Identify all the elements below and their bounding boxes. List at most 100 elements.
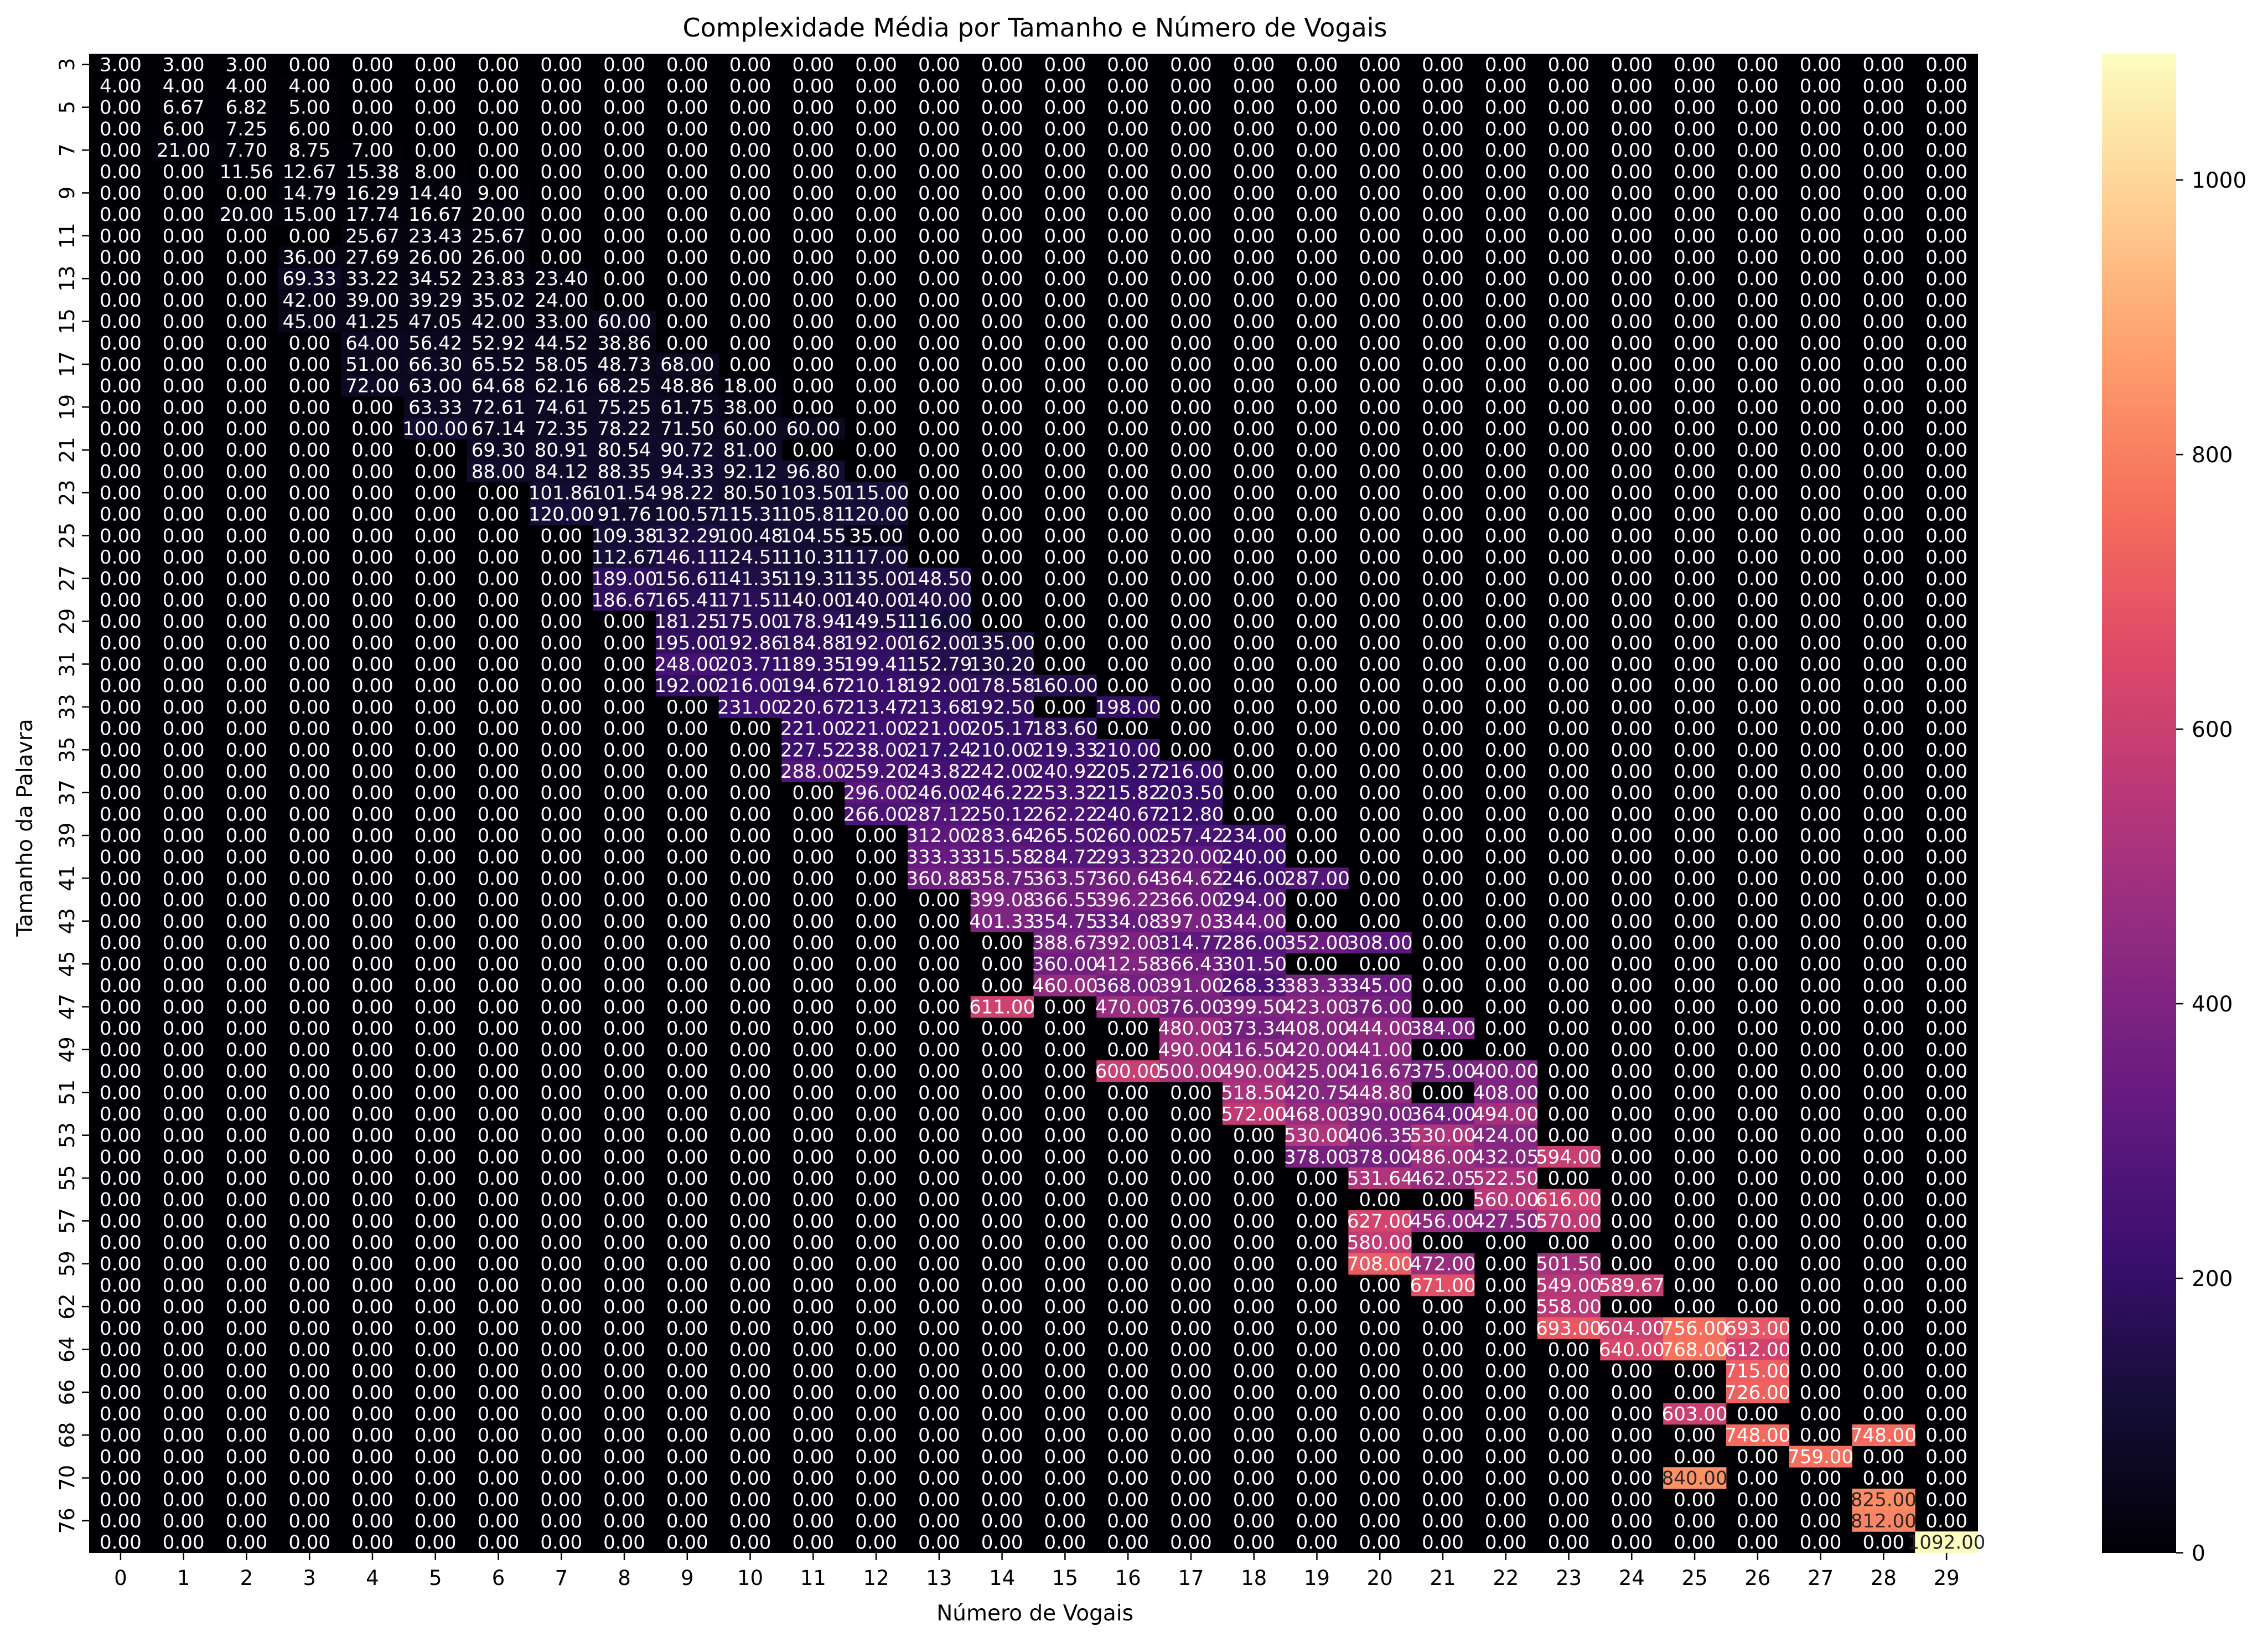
cell-value-label: 0.00	[1044, 504, 1086, 526]
cell-value-label: 0.00	[288, 1339, 330, 1361]
cell-value-label: 0.00	[1296, 1424, 1338, 1447]
cell-value-label: 0.00	[478, 1210, 520, 1232]
cell-value-label: 0.00	[603, 1210, 645, 1232]
cell-value-label: 283.64	[969, 825, 1035, 847]
cell-value-label: 0.00	[1422, 418, 1464, 440]
cell-value-label: 0.00	[163, 204, 205, 226]
heatmap-cell	[467, 225, 530, 247]
cell-value-label: 0.00	[855, 1082, 897, 1104]
cell-value-label: 0.00	[855, 825, 897, 847]
cell-value-label: 0.00	[1359, 1424, 1401, 1447]
cell-value-label: 0.00	[288, 1061, 330, 1083]
cell-value-label: 0.00	[729, 1253, 771, 1276]
heatmap-cell	[215, 96, 278, 118]
cell-value-label: 0.00	[1862, 97, 1904, 119]
cell-value-label: 0.00	[415, 1403, 457, 1426]
cell-value-label: 231.00	[717, 696, 783, 719]
y-tick-label: 31	[55, 651, 79, 677]
cell-value-label: 0.00	[1925, 1296, 1967, 1318]
cell-value-label: 0.00	[918, 1125, 960, 1147]
cell-value-label: 0.00	[666, 911, 708, 933]
cell-value-label: 0.00	[415, 1253, 457, 1276]
cell-value-label: 0.00	[603, 975, 645, 997]
cell-value-label: 0.00	[1800, 868, 1842, 890]
cell-value-label: 603.00	[1662, 1403, 1728, 1426]
cell-value-label: 0.00	[288, 1403, 330, 1426]
cell-value-label: 0.00	[1862, 825, 1904, 847]
cell-value-label: 115.00	[843, 482, 909, 504]
cell-value-label: 0.00	[918, 1403, 960, 1426]
cell-value-label: 0.00	[792, 1274, 834, 1297]
cell-value-label: 0.00	[1296, 825, 1338, 847]
cell-value-label: 0.00	[288, 825, 330, 847]
cell-value-label: 0.00	[1359, 75, 1401, 97]
cell-value-label: 0.00	[1611, 911, 1653, 933]
cell-value-label: 0.00	[478, 1189, 520, 1211]
cell-value-label: 0.00	[1674, 1082, 1716, 1104]
cell-value-label: 0.00	[1170, 1468, 1212, 1490]
cell-value-label: 0.00	[100, 911, 142, 933]
cell-value-label: 0.00	[1548, 461, 1590, 483]
cell-value-label: 408.00	[1473, 1082, 1539, 1104]
cell-value-label: 0.00	[478, 611, 520, 633]
cell-value-label: 301.50	[1221, 953, 1287, 975]
heatmap-cell	[655, 589, 719, 611]
cell-value-label: 0.00	[918, 461, 960, 483]
cell-value-label: 0.00	[1925, 375, 1967, 397]
cell-value-label: 0.00	[478, 1339, 520, 1361]
cell-value-label: 246.22	[969, 782, 1035, 804]
cell-value-label: 0.00	[163, 1424, 205, 1447]
cell-value-label: 0.00	[1107, 1489, 1149, 1511]
cell-value-label: 0.00	[226, 461, 268, 483]
cell-value-label: 0.00	[226, 1489, 268, 1511]
cell-value-label: 0.00	[1170, 525, 1212, 547]
cell-value-label: 0.00	[1737, 761, 1779, 783]
colorbar-tick-label: 600	[2192, 717, 2233, 742]
cell-value-label: 0.00	[1170, 440, 1212, 462]
cell-value-label: 0.00	[1737, 1510, 1779, 1532]
cell-value-label: 16.67	[408, 204, 462, 226]
cell-value-label: 0.00	[351, 1061, 393, 1083]
cell-value-label: 0.00	[1107, 525, 1149, 547]
cell-value-label: 0.00	[1107, 1232, 1149, 1254]
cell-value-label: 600.00	[1095, 1061, 1161, 1083]
cell-value-label: 0.00	[1862, 953, 1904, 975]
cell-value-label: 0.00	[1044, 1318, 1086, 1340]
cell-value-label: 0.00	[351, 1339, 393, 1361]
y-tick-label: 62	[55, 1294, 79, 1320]
cell-value-label: 92.12	[723, 461, 777, 483]
cell-value-label: 0.00	[1296, 782, 1338, 804]
cell-value-label: 192.00	[906, 675, 972, 697]
cell-value-label: 0.00	[1422, 675, 1464, 697]
cell-value-label: 0.00	[540, 1296, 582, 1318]
cell-value-label: 0.00	[1548, 1468, 1590, 1490]
cell-value-label: 0.00	[1611, 354, 1653, 376]
cell-value-label: 0.00	[729, 290, 771, 312]
heatmap-cell	[781, 632, 845, 654]
cell-value-label: 238.00	[843, 739, 909, 761]
cell-value-label: 0.00	[226, 504, 268, 526]
cell-value-label: 119.31	[780, 568, 846, 590]
heatmap-cell	[467, 332, 530, 354]
cell-value-label: 0.00	[918, 504, 960, 526]
cell-value-label: 0.00	[918, 1189, 960, 1211]
cell-value-label: 0.00	[1611, 97, 1653, 119]
cell-value-label: 0.00	[226, 247, 268, 269]
cell-value-label: 671.00	[1410, 1274, 1475, 1297]
cell-value-label: 0.00	[1674, 1232, 1716, 1254]
cell-value-label: 0.00	[792, 182, 834, 204]
cell-value-label: 0.00	[1107, 718, 1149, 740]
cell-value-label: 0.00	[1737, 268, 1779, 290]
cell-value-label: 0.00	[478, 1232, 520, 1254]
cell-value-label: 0.00	[1422, 932, 1464, 954]
cell-value-label: 0.00	[918, 1232, 960, 1254]
cell-value-label: 392.00	[1095, 932, 1161, 954]
cell-value-label: 0.00	[163, 482, 205, 504]
cell-value-label: 345.00	[1347, 975, 1413, 997]
cell-value-label: 0.00	[1925, 1318, 1967, 1340]
x-axis-label: Número de Vogais	[936, 1601, 1133, 1626]
heatmap-cell	[341, 375, 405, 397]
cell-value-label: 0.00	[288, 546, 330, 569]
cell-value-label: 0.00	[351, 696, 393, 719]
cell-value-label: 0.00	[1611, 825, 1653, 847]
